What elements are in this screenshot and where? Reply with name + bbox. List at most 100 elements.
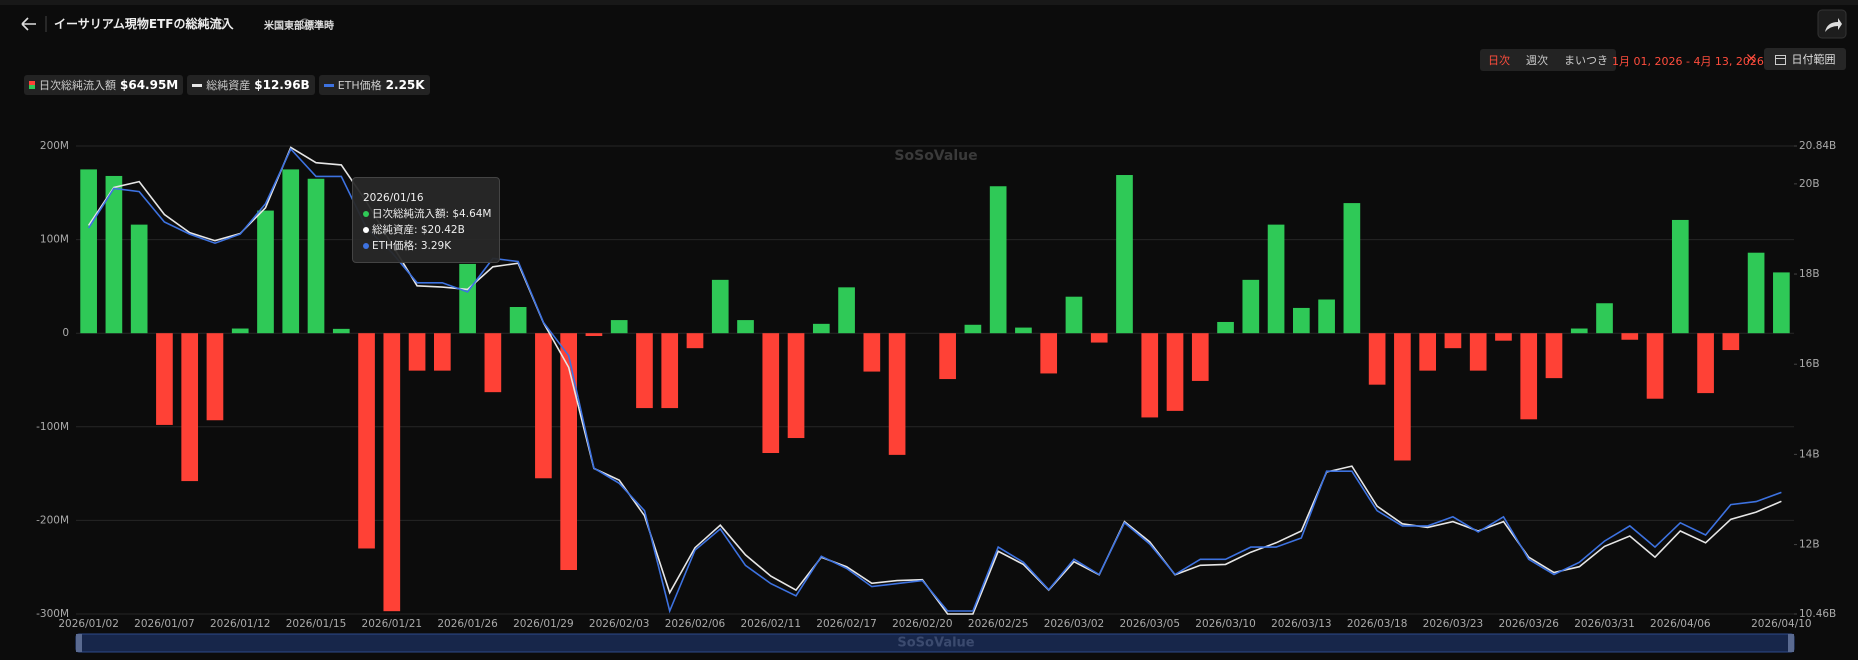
bar [1293,307,1310,334]
bar [1267,224,1285,334]
bar [838,287,855,334]
x-tick-label: 2026/02/03 [589,618,650,630]
bar [257,210,274,334]
bar [1469,333,1487,371]
bar [1065,296,1083,334]
period-button[interactable]: まいつき [1564,54,1608,67]
bar [1570,328,1588,334]
x-tick-label: 2026/01/02 [58,618,119,630]
legend-value: $12.96B [254,78,310,92]
bar [1697,333,1714,394]
date-button[interactable]: 日付範囲 [1764,48,1846,70]
bar [1444,333,1462,349]
x-tick-label: 2026/01/21 [362,618,423,630]
tooltip-date: 2026/01/16 [363,192,424,204]
bar [585,333,603,337]
info-icon[interactable] [299,18,311,30]
bar [1495,333,1512,341]
period-button[interactable]: 日次 [1488,54,1510,67]
y-tick-label: -200M [36,514,69,526]
bar [686,333,704,349]
bar [307,178,325,334]
legend-item[interactable]: 日次総純流入額 $64.95M [24,75,184,95]
bar [1747,252,1765,334]
bar [610,320,628,334]
x-tick-label: 2026/03/05 [1119,618,1180,630]
bar [1545,333,1563,379]
bar [358,333,375,549]
timezone: 米国東部標準時 [264,21,334,32]
bar [434,333,451,371]
bar [1343,203,1361,334]
bar [888,333,906,455]
x-tick-label: 2026/03/13 [1271,618,1332,630]
navigator-handle[interactable] [1788,634,1794,652]
bar [1419,333,1436,371]
x-tick-label: 2026/03/02 [1044,618,1105,630]
bar [459,263,476,334]
x-tick-label: 2026/04/10 [1751,618,1812,630]
clear-range[interactable]: × [1745,49,1758,67]
bar [711,279,729,334]
tooltip-line: 総純資産: $20.42B [372,224,465,236]
info-icon[interactable] [213,18,225,30]
bar [787,333,805,439]
bar [661,333,679,409]
bar [762,333,780,454]
bar [535,333,552,479]
bar [105,175,123,334]
tooltip-line: ETH価格: 3.29K [372,240,452,252]
bar [1773,272,1790,334]
legend-label: ETH価格 [337,79,382,92]
bar [1318,299,1335,334]
period-selector: 日次 週次 まいつき [1480,49,1616,71]
y-tick-label: -100M [36,421,69,433]
bar [636,333,653,409]
watermark: SoSoValue [897,636,974,651]
bar [812,323,830,334]
date-range[interactable]: 1月 01, 2026 - 4月 13, 2026 [1612,55,1764,68]
y2-tick-label: 20B [1799,178,1820,190]
x-tick-label: 2026/03/31 [1574,618,1635,630]
x-tick-label: 2026/02/25 [968,618,1029,630]
share-button[interactable] [1817,9,1847,39]
x-tick-label: 2026/02/06 [665,618,726,630]
x-tick-label: 2026/02/20 [892,618,953,630]
bar [964,324,982,334]
bar [989,186,1007,334]
legend-item[interactable]: 総純資産 $12.96B [187,75,315,95]
back-button[interactable] [21,17,36,31]
bar [181,333,199,482]
period-button[interactable]: 週次 [1526,54,1548,67]
bar [1040,333,1058,374]
bar [1242,279,1260,334]
y2-tick-label: 20.84B [1799,140,1836,152]
bar [282,169,300,334]
bar [1191,333,1209,381]
bar [1671,219,1689,334]
bar [1141,333,1159,418]
x-tick-label: 2026/03/23 [1423,618,1484,630]
bar [206,333,224,421]
x-tick-label: 2026/03/26 [1498,618,1559,630]
page-title: イーサリアム現物ETFの総純流入 [54,17,234,31]
x-tick-label: 2026/03/18 [1347,618,1408,630]
bar [1722,333,1740,351]
navigator-handle[interactable] [76,634,82,652]
x-tick-label: 2026/01/15 [286,618,347,630]
y-tick-label: 0 [62,327,69,339]
y-tick-label: -300M [36,608,69,620]
legend-label: 日次総純流入額 [39,79,116,92]
legend: 日次総純流入額 $64.95M 総純資産 $12.96B ETH価格 2.25K [24,75,430,95]
bar [1116,175,1133,334]
legend-item[interactable]: ETH価格 2.25K [318,75,430,95]
bar [1520,333,1538,420]
bar [130,224,148,334]
bar [509,306,527,334]
x-tick-label: 2026/01/26 [437,618,498,630]
bar [1166,333,1184,411]
y2-tick-label: 18B [1799,268,1820,280]
bar [332,328,350,334]
